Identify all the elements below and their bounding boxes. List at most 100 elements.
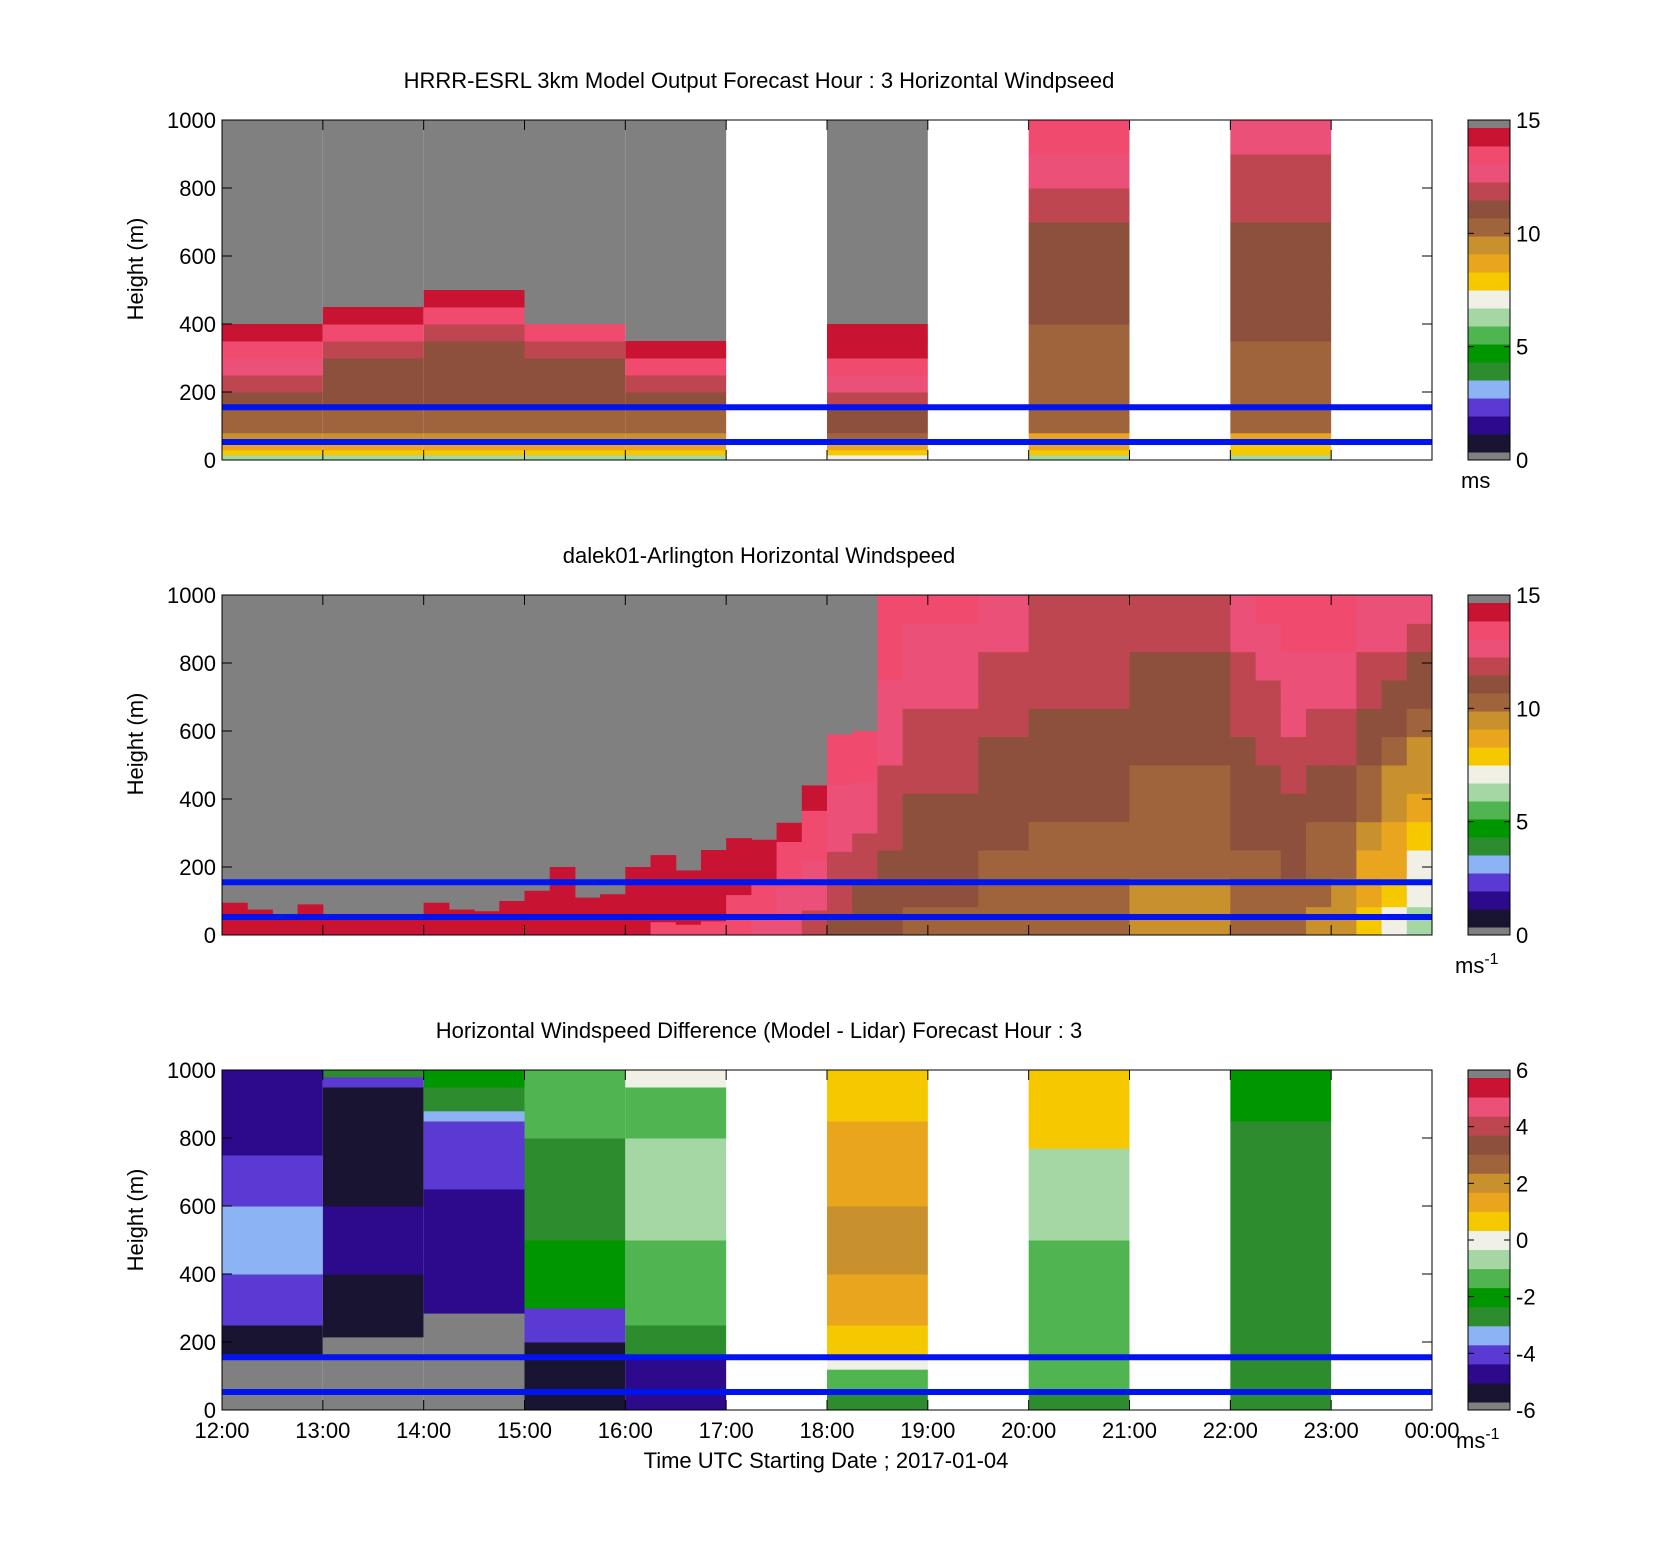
lidar-cell	[574, 931, 601, 936]
lidar-ytick-label: 1000	[167, 583, 216, 608]
model-cell	[1028, 273, 1130, 291]
difference-colorbar-cap-bottom	[1468, 1402, 1510, 1410]
lidar-cell	[222, 908, 248, 912]
lidar-cell	[1331, 595, 1357, 624]
lidar-cell	[1003, 793, 1030, 823]
lidar-cell	[574, 919, 601, 924]
lidar-column-edge	[726, 838, 752, 845]
lidar-cell	[700, 864, 727, 872]
lidar-cell	[1129, 850, 1156, 879]
lidar-cell	[625, 889, 652, 896]
difference-cell	[222, 1155, 323, 1207]
lidar-cell	[272, 931, 299, 934]
lidar-cell	[776, 906, 803, 917]
difference-cell	[322, 1206, 424, 1275]
lidar-cell	[1129, 651, 1156, 681]
lidar-cell	[222, 932, 248, 936]
lidar-column-edge	[575, 898, 601, 905]
lidar-cell	[1331, 850, 1357, 879]
lidar-cell	[1028, 736, 1055, 766]
lidar-cell	[650, 881, 677, 889]
lidar-cell	[1331, 708, 1357, 738]
lidar-cell	[222, 929, 248, 933]
lidar-cell	[373, 925, 399, 927]
model-colorbar: 0 5 10 15	[1467, 108, 1540, 473]
lidar-cell	[373, 923, 399, 926]
lidar-cell	[1205, 736, 1231, 766]
model-cell	[1028, 449, 1130, 456]
lidar-cell	[1104, 680, 1130, 709]
lidar-cell	[600, 911, 626, 916]
lidar-cell	[423, 929, 450, 933]
lidar-cell	[1003, 623, 1030, 653]
model-colorbar-segment	[1468, 398, 1510, 417]
lidar-cell	[1129, 595, 1156, 624]
model-colorbar-segment	[1468, 344, 1510, 363]
lidar-cell	[1356, 765, 1383, 794]
lidar-cell	[1179, 708, 1206, 738]
lidar-cell	[1406, 623, 1433, 653]
difference-colorbar-segment	[1468, 1249, 1510, 1270]
lidar-cell	[1205, 595, 1231, 624]
lidar-colorbar-cap-bottom	[1468, 927, 1510, 935]
difference-cell	[827, 1206, 928, 1275]
model-cell	[524, 432, 626, 442]
model-cell	[625, 432, 727, 442]
lidar-cell	[247, 922, 273, 925]
lidar-cell	[1079, 680, 1105, 709]
lidar-cell	[801, 922, 828, 936]
lidar-cell	[827, 918, 853, 936]
lidar-cell	[423, 910, 450, 914]
lidar-cell	[1179, 651, 1206, 681]
lidar-cell	[322, 919, 349, 922]
model-cell	[1028, 432, 1130, 442]
model-cell	[1230, 290, 1332, 308]
lidar-cell	[700, 920, 727, 929]
lidar-cell	[1053, 708, 1080, 738]
lidar-cell	[398, 919, 425, 922]
lidar-cell	[574, 903, 601, 908]
lidar-cell	[1356, 736, 1383, 766]
lidar-cell	[978, 850, 1004, 879]
lidar-colorbar-segment	[1468, 837, 1510, 856]
lidar-cell	[549, 867, 576, 874]
lidar-cell	[877, 708, 904, 738]
lidar-cell	[1154, 793, 1181, 823]
lidar-cell	[726, 902, 752, 912]
model-cell	[524, 454, 626, 461]
lidar-cell	[1104, 595, 1130, 624]
lidar-cell	[1280, 906, 1307, 936]
lidar-cell	[927, 623, 954, 653]
lidar-cell	[1331, 821, 1357, 851]
lidar-cell	[272, 919, 299, 922]
model-colorbar-tick-label: 15	[1516, 108, 1540, 133]
lidar-cell	[1154, 765, 1181, 794]
difference-cell	[322, 1076, 424, 1088]
lidar-cell	[877, 765, 904, 794]
lidar-cell	[827, 817, 853, 836]
model-colorbar-tick-label: 0	[1516, 448, 1528, 473]
lidar-cell	[751, 887, 778, 896]
lidar-cell	[1104, 821, 1130, 851]
lidar-cell	[1356, 595, 1383, 624]
lidar-cell	[1381, 651, 1408, 681]
lidar-cell	[499, 909, 525, 913]
lidar-cell	[549, 901, 576, 908]
lidar-cell	[1230, 765, 1257, 794]
lidar-cell	[1053, 651, 1080, 681]
lidar-cell	[801, 822, 828, 836]
lidar-cell	[423, 921, 450, 925]
lidar-cell	[474, 923, 500, 926]
lidar-cell	[625, 884, 652, 891]
lidar-cell	[902, 765, 929, 794]
time-tick-label: 21:00	[1102, 1418, 1157, 1443]
difference-colorbar-segment	[1468, 1097, 1510, 1117]
difference-ytick-label: 200	[179, 1330, 216, 1355]
lidar-cell	[726, 870, 752, 879]
lidar-cell	[776, 888, 803, 899]
lidar-cell	[322, 931, 349, 934]
lidar-cell	[927, 906, 954, 936]
difference-cell	[625, 1087, 727, 1139]
lidar-cell	[373, 920, 399, 923]
lidar-cell	[650, 855, 677, 863]
